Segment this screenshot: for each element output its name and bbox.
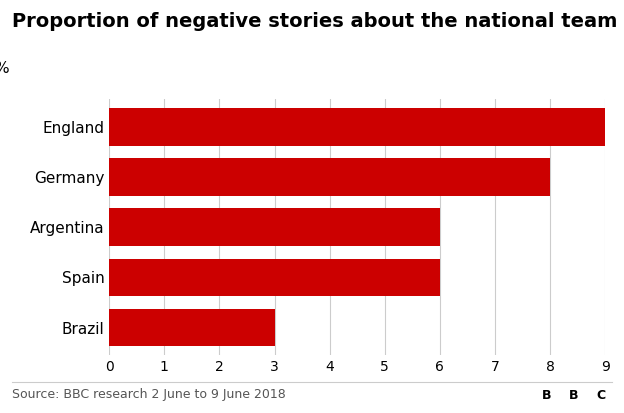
Text: Source: BBC research 2 June to 9 June 2018: Source: BBC research 2 June to 9 June 20… [12,388,286,401]
Legend: %: % [0,61,8,76]
Bar [109,309,275,347]
Bar [109,108,605,145]
Text: B: B [542,389,552,402]
Text: C: C [597,389,606,402]
Bar [109,208,440,246]
Bar [109,158,550,196]
Bar [109,259,440,296]
Text: B: B [569,389,579,402]
Text: Proportion of negative stories about the national team: Proportion of negative stories about the… [12,12,618,31]
